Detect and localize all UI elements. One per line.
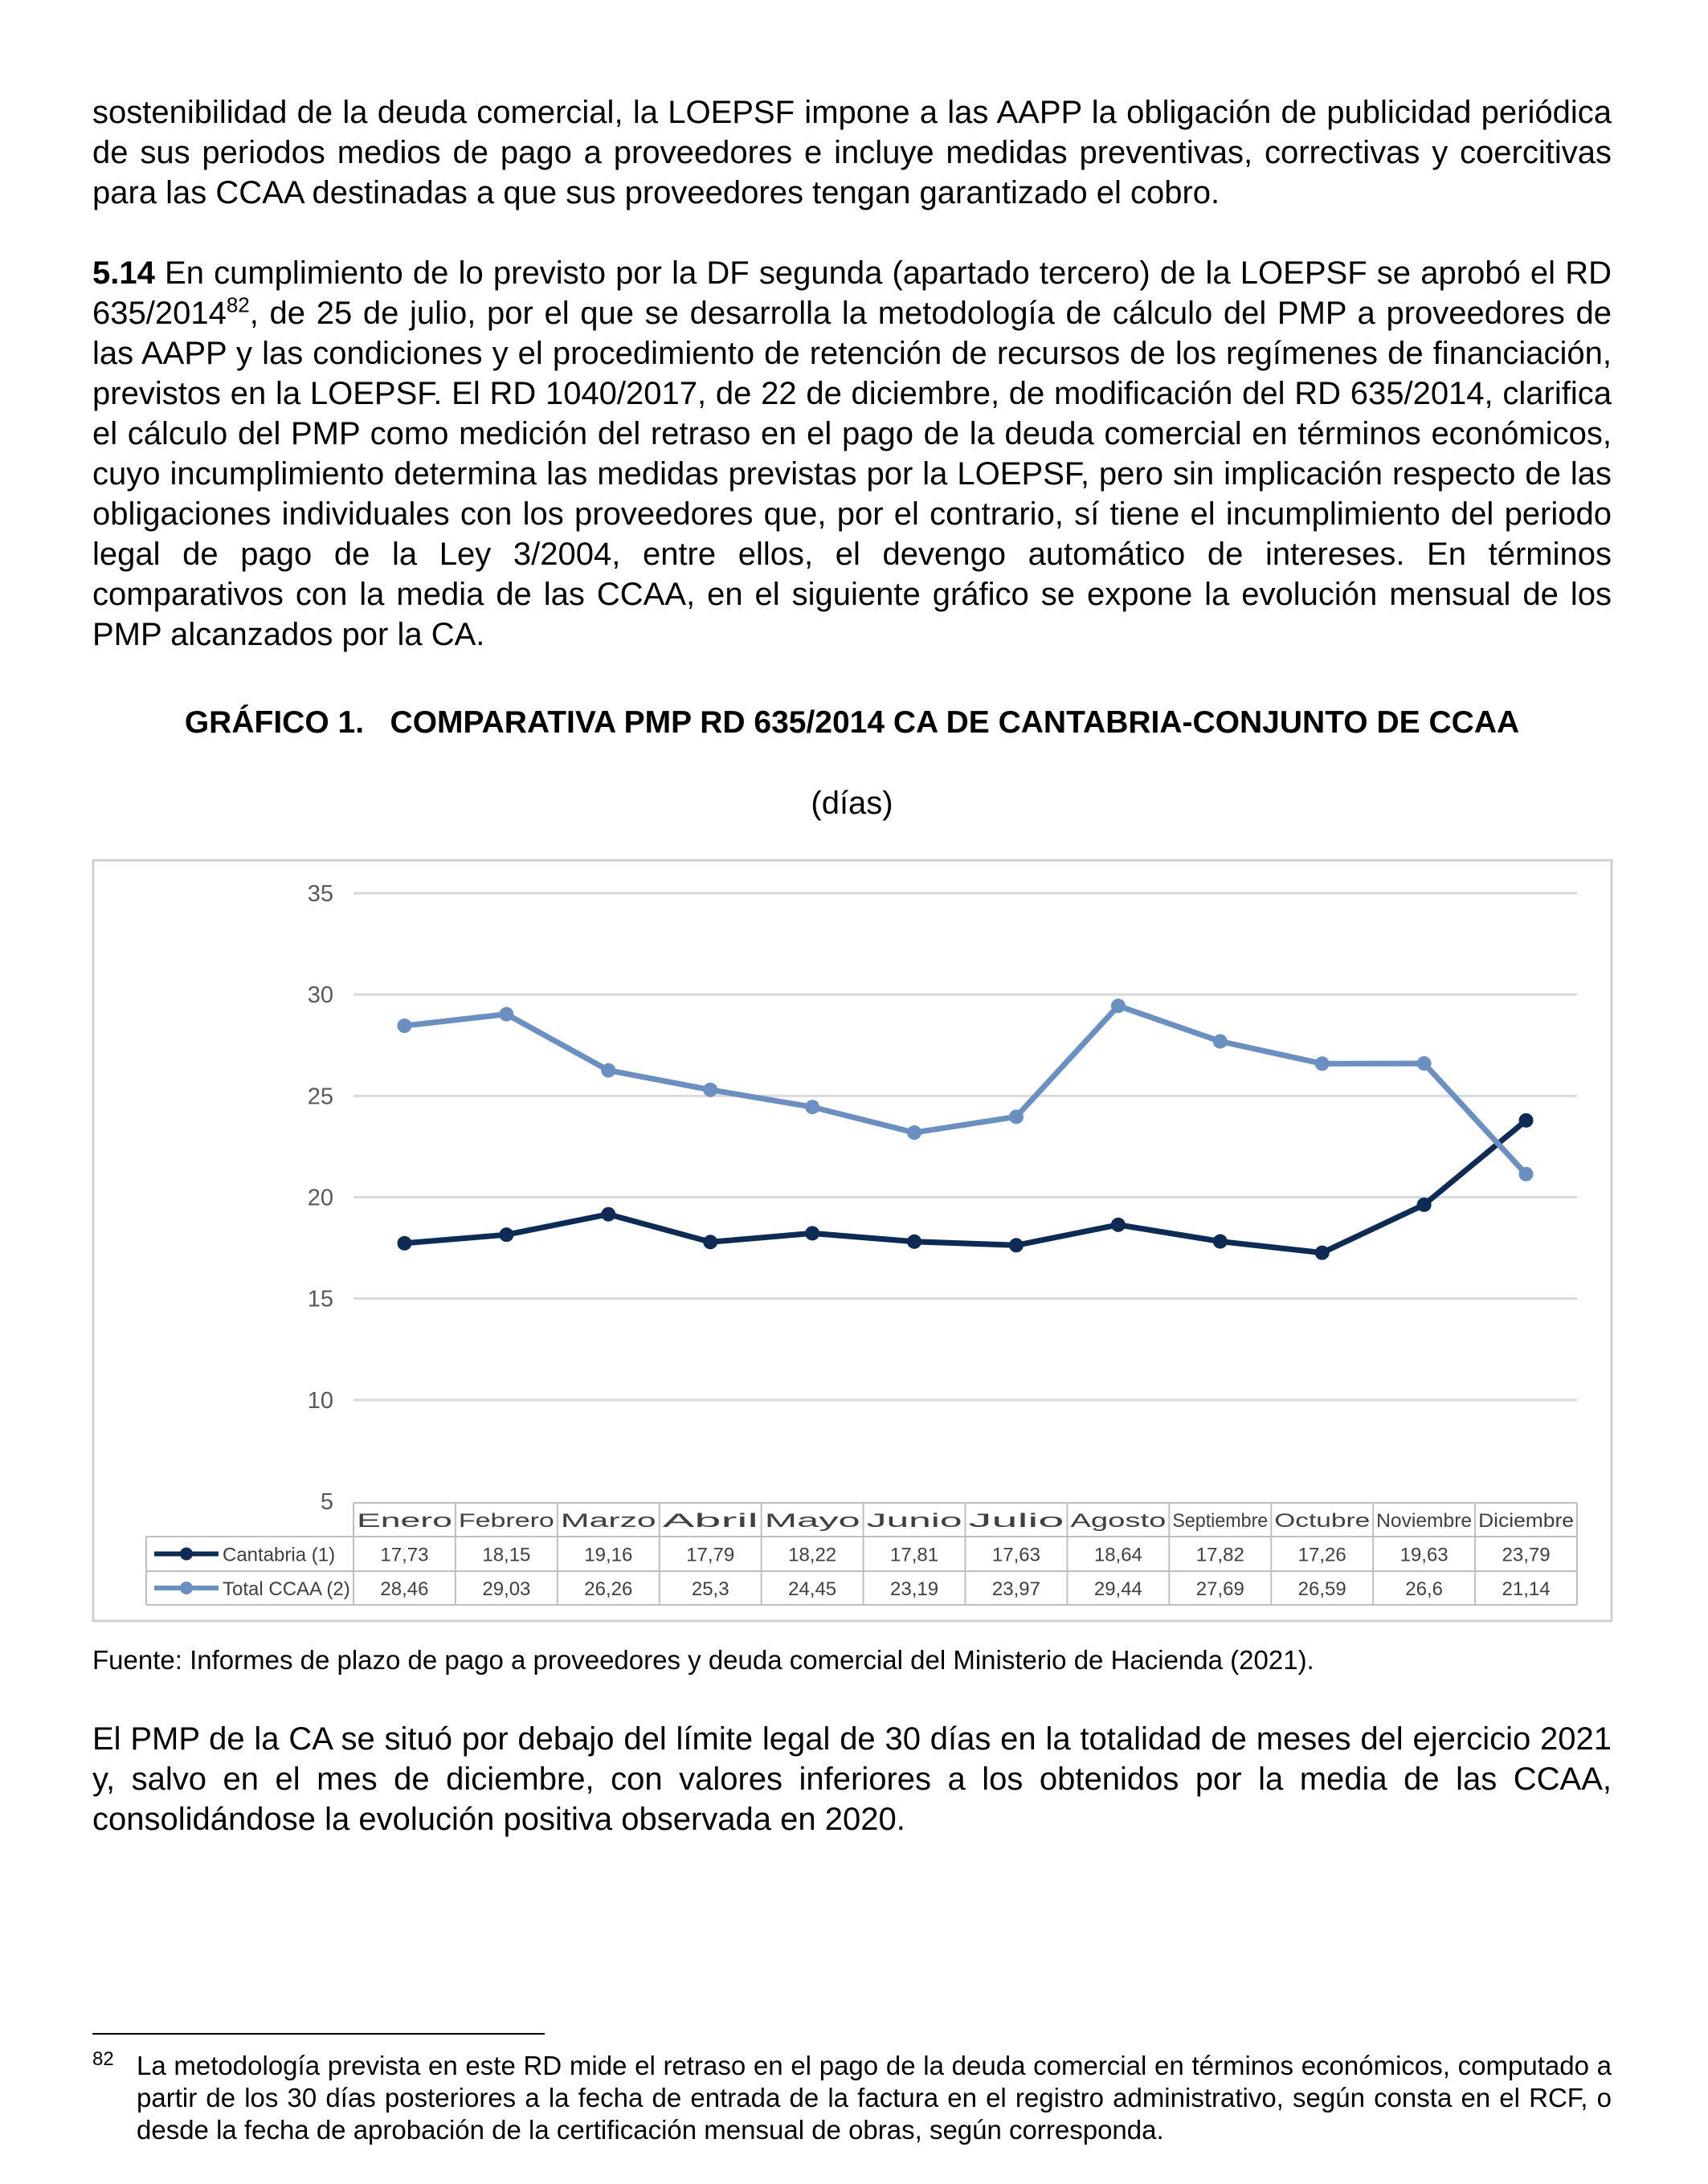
table-value: 17,73 xyxy=(380,1545,428,1566)
series-line xyxy=(404,1002,1529,1177)
point xyxy=(1314,1056,1330,1072)
table-value: 17,82 xyxy=(1196,1545,1244,1566)
x-tick-label: Octubre xyxy=(1274,1510,1370,1532)
x-tick-label: Marzo xyxy=(561,1510,656,1532)
point xyxy=(703,1082,718,1097)
point xyxy=(1518,1112,1534,1128)
series-line xyxy=(404,1118,1528,1256)
y-tick-label: 25 xyxy=(308,1084,333,1109)
table-value: 26,6 xyxy=(1405,1578,1443,1600)
point xyxy=(907,1234,922,1249)
point xyxy=(805,1226,820,1241)
footnote: 82 La metodología prevista en este RD mid… xyxy=(92,2048,1612,2146)
point xyxy=(601,1206,616,1222)
footnote-rule xyxy=(92,2033,545,2035)
x-tick-label: Junio xyxy=(867,1510,962,1532)
point xyxy=(499,1227,514,1243)
table-value: 17,81 xyxy=(890,1545,938,1566)
chart: 5 10 15 20 25 30 35 Enero Febrero Marzo Abril Mayo J… xyxy=(92,859,1613,1623)
table-value: 23,97 xyxy=(992,1578,1040,1600)
paragraph-text: , de 25 de julio, por el que se desarrol… xyxy=(92,296,1612,652)
x-tick-label: Noviembre xyxy=(1376,1510,1472,1532)
chart-title: GRÁFICO 1. COMPARATIVA PMP RD 635/2014 C… xyxy=(184,705,1520,740)
footnote-number: 82 xyxy=(92,2048,114,2070)
legend-label: Total CCAA (2) xyxy=(223,1578,350,1600)
paragraph: 5.14 En cumplimiento de lo previsto por … xyxy=(92,253,1612,655)
point xyxy=(1314,1245,1330,1260)
y-tick-label: 10 xyxy=(308,1388,333,1414)
table-value: 23,19 xyxy=(890,1578,938,1600)
point xyxy=(499,1006,514,1022)
chart-subtitle: (días) xyxy=(811,786,893,821)
table-value: 21,14 xyxy=(1502,1578,1551,1600)
table-value: 19,63 xyxy=(1400,1545,1449,1566)
x-tick-label: Julio xyxy=(969,1510,1064,1532)
table-value: 29,44 xyxy=(1094,1578,1142,1600)
y-tick-label: 15 xyxy=(308,1287,333,1312)
table-value: 18,22 xyxy=(788,1545,836,1566)
x-tick-label: Abril xyxy=(663,1510,758,1532)
point xyxy=(1212,1034,1228,1049)
legend-marker xyxy=(180,1582,193,1594)
y-tick-label: 20 xyxy=(308,1186,333,1211)
paragraph: sostenibilidad de la deuda comercial, la… xyxy=(92,95,1612,210)
table-value: 27,69 xyxy=(1196,1578,1244,1600)
y-tick-label: 5 xyxy=(321,1489,333,1515)
y-tick-label: 30 xyxy=(308,982,333,1008)
table-value: 18,64 xyxy=(1094,1545,1142,1566)
table-value: 19,16 xyxy=(584,1545,632,1566)
point xyxy=(397,1019,412,1034)
point xyxy=(397,1235,412,1251)
chart-frame xyxy=(92,859,1613,1623)
table-value: 23,79 xyxy=(1502,1545,1551,1566)
section-number: 5.14 xyxy=(92,255,155,291)
table-value: 26,59 xyxy=(1298,1578,1346,1600)
footnote-text: La metodología prevista en este RD mide … xyxy=(137,2051,1612,2145)
x-tick-label: Mayo xyxy=(765,1510,860,1532)
table-value: 28,46 xyxy=(380,1578,428,1600)
point xyxy=(703,1235,718,1250)
x-tick-label: Septiembre xyxy=(1172,1510,1268,1532)
y-tick-label: 35 xyxy=(308,881,333,907)
point xyxy=(1008,1238,1024,1253)
point xyxy=(1518,1166,1534,1182)
footnote-ref: 82 xyxy=(226,292,250,317)
table-value: 17,63 xyxy=(992,1545,1040,1566)
x-tick-label: Febrero xyxy=(459,1510,554,1532)
x-tick-label: Agosto xyxy=(1070,1510,1166,1532)
table-value: 18,15 xyxy=(482,1545,530,1566)
chart-source: Fuente: Informes de plazo de pago a prov… xyxy=(92,1645,1314,1675)
point xyxy=(1416,1197,1432,1212)
table-value: 17,79 xyxy=(686,1545,734,1566)
table-value: 25,3 xyxy=(692,1578,729,1600)
legend-label: Cantabria (1) xyxy=(223,1545,335,1566)
paragraph: El PMP de la CA se situó por debajo del … xyxy=(92,1721,1612,1837)
point xyxy=(1110,998,1126,1014)
paragraph-text: En cumplimiento de lo previsto por la DF… xyxy=(92,255,1612,331)
table-value: 17,26 xyxy=(1298,1545,1346,1566)
x-tick-label: Enero xyxy=(357,1510,452,1532)
point xyxy=(601,1063,616,1078)
table-value: 26,26 xyxy=(584,1578,632,1600)
point xyxy=(1110,1217,1126,1232)
point xyxy=(1212,1234,1228,1249)
point xyxy=(1416,1055,1432,1071)
table-value: 24,45 xyxy=(788,1578,836,1600)
point xyxy=(805,1100,820,1115)
table-value: 29,03 xyxy=(482,1578,530,1600)
point xyxy=(1008,1109,1024,1125)
point xyxy=(907,1125,922,1141)
x-tick-label: Diciembre xyxy=(1478,1510,1574,1532)
legend-marker xyxy=(180,1547,193,1561)
